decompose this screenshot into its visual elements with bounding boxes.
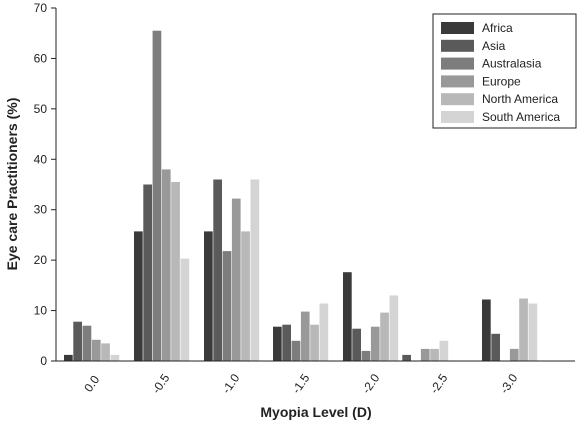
bar (291, 340, 301, 361)
bar (143, 184, 152, 361)
x-tick-label: -2.5 (427, 371, 451, 396)
bar (352, 328, 361, 361)
legend-swatch (441, 93, 474, 106)
legend-label: Australasia (482, 57, 542, 71)
bar (241, 231, 250, 361)
legend-swatch (441, 39, 474, 52)
bar (161, 169, 171, 361)
legend-label: Europe (482, 74, 521, 88)
y-tick-label: 10 (34, 304, 48, 318)
legend-swatch (441, 22, 474, 34)
bar (528, 303, 538, 361)
bar (273, 326, 282, 361)
legend-swatch (441, 111, 474, 123)
x-tick-label: -1.5 (289, 371, 313, 396)
bar (213, 179, 222, 361)
bar (402, 354, 411, 361)
legend: Africa Asia Australasia Europe North America… (432, 13, 577, 129)
bar (101, 343, 110, 361)
bar (152, 30, 162, 361)
x-tick-label: 0.0 (81, 373, 102, 395)
axes-layer (55, 8, 575, 362)
legend-swatch (441, 75, 474, 88)
y-tick-label: 30 (34, 203, 48, 217)
bar (73, 321, 82, 361)
bar (204, 231, 213, 361)
bar (380, 312, 389, 361)
bar (134, 231, 143, 361)
bar (282, 324, 291, 361)
bar (343, 272, 352, 361)
bar (180, 258, 190, 361)
y-tick-label: 40 (34, 152, 48, 166)
bar (439, 340, 449, 361)
y-tick-label: 20 (34, 253, 48, 267)
bar (91, 339, 101, 361)
x-tick-label: -3.0 (497, 371, 521, 396)
x-ticks: 0.0 -0.5 -1.0 -1.5 -2.0 -2.5 -3.0 (81, 371, 520, 396)
y-tick-label: 70 (34, 1, 48, 15)
bar (82, 325, 92, 361)
legend-label: Africa (482, 21, 513, 35)
bar (389, 295, 399, 361)
y-tick-label: 0 (40, 354, 47, 368)
y-axis-title: Eye care Practitioners (%) (4, 98, 20, 271)
bars-layer (64, 30, 538, 361)
bar (509, 348, 519, 361)
bar (491, 333, 500, 361)
bar (370, 326, 380, 361)
bar (222, 251, 232, 361)
x-tick-label: -0.5 (149, 371, 173, 396)
y-tick-label: 60 (34, 51, 48, 65)
bar (250, 179, 260, 361)
bar (420, 348, 430, 361)
x-tick-label: -1.0 (219, 371, 243, 396)
bar (64, 354, 73, 361)
bar (361, 350, 371, 361)
bar (319, 303, 329, 361)
bar (110, 354, 120, 361)
bar (482, 299, 491, 361)
bar (519, 298, 528, 361)
y-tick-label: 50 (34, 102, 48, 116)
legend-label: Asia (482, 39, 506, 53)
legend-label: North America (482, 92, 558, 106)
bar (231, 198, 241, 361)
bar (171, 182, 180, 361)
bar (430, 348, 439, 361)
x-axis-title: Myopia Level (D) (260, 404, 371, 420)
legend-swatch (441, 57, 474, 70)
y-ticks: 0 10 20 30 40 50 60 70 (34, 1, 56, 368)
legend-label: South America (482, 110, 560, 124)
bar (300, 311, 310, 361)
x-tick-label: -2.0 (359, 371, 383, 396)
bar (310, 324, 319, 361)
